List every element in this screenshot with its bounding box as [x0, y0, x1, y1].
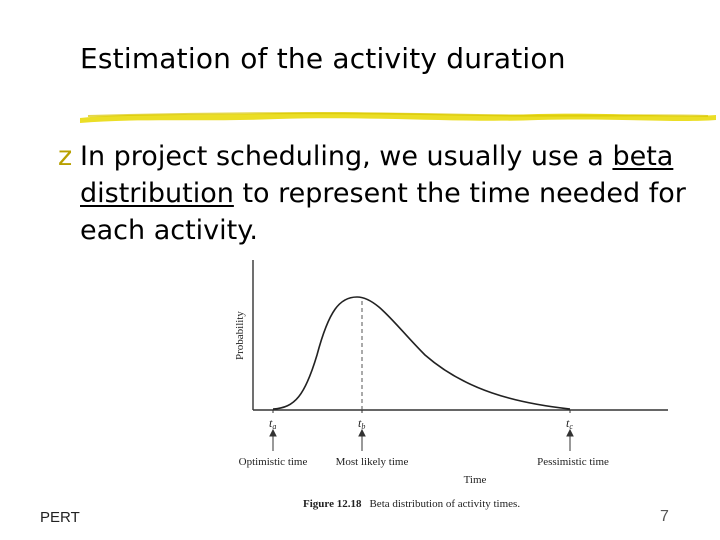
pessimistic-time-label: Pessimistic time [537, 456, 609, 468]
bullet-point: z In project scheduling, we usually use … [58, 138, 698, 249]
title-underline-rule [80, 112, 716, 123]
most-likely-time-label: Most likely time [336, 456, 409, 468]
bullet-text: In project scheduling, we usually use a … [80, 138, 698, 249]
figure-caption: Figure 12.18 Beta distribution of activit… [303, 498, 520, 510]
arrow-c-head [566, 428, 574, 437]
beta-curve [272, 296, 571, 410]
arrow-b-head [358, 428, 366, 437]
tick-symbol-a: ta [269, 416, 276, 431]
beta-distribution-figure: Probability ta tb tc Optimistic time Mos… [234, 260, 668, 510]
tick-symbol-c: tc [566, 416, 573, 431]
bullet-text-start: In project scheduling, we usually use a [80, 141, 613, 172]
y-axis-label: Probability [234, 311, 246, 360]
optimistic-time-label: Optimistic time [239, 456, 308, 468]
bullet-z-icon: z [58, 141, 73, 172]
page-number: 7 [660, 508, 669, 525]
footer-label: PERT [40, 509, 80, 526]
tick-symbol-b: tb [358, 416, 365, 431]
bullet-text-end: to represent the time needed for each ac… [80, 178, 686, 246]
arrow-a-head [269, 428, 277, 437]
slide-title: Estimation of the activity duration [80, 42, 566, 75]
x-axis-label: Time [464, 474, 487, 486]
beta-distribution-link: beta distribution [80, 141, 674, 209]
